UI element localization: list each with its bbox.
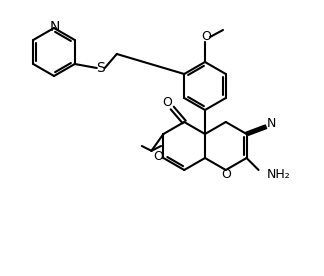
Text: O: O — [162, 95, 172, 108]
Text: O: O — [221, 169, 231, 182]
Text: NH₂: NH₂ — [267, 168, 290, 181]
Text: S: S — [97, 61, 105, 75]
Text: O: O — [154, 150, 163, 163]
Text: O: O — [201, 31, 211, 44]
Text: N: N — [267, 117, 276, 130]
Text: N: N — [50, 20, 60, 34]
